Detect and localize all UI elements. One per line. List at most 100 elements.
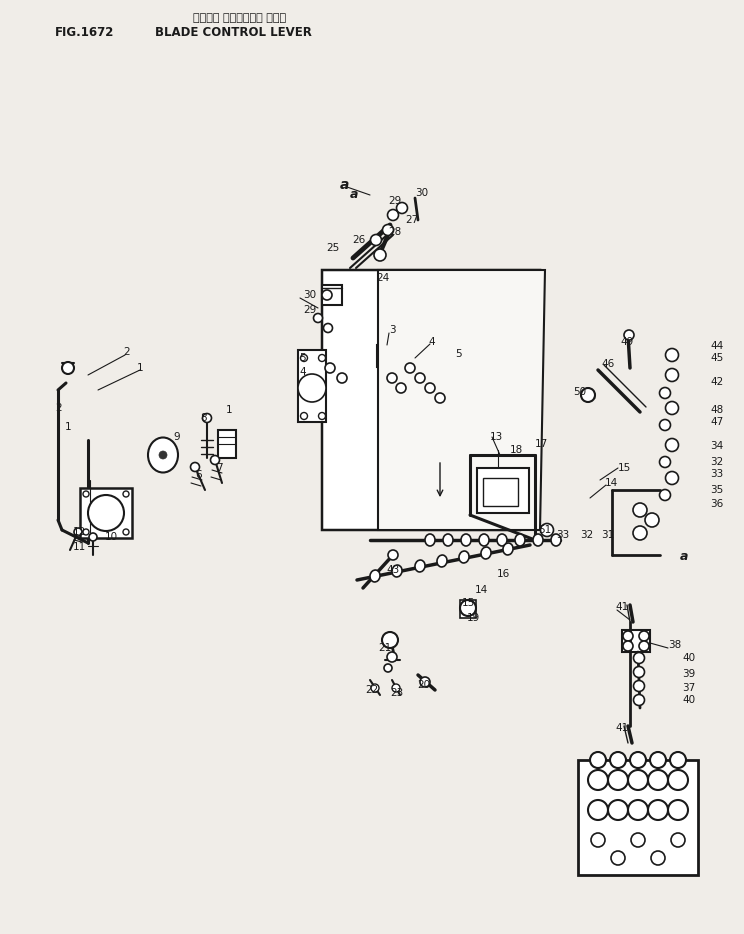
Circle shape (324, 323, 333, 333)
Circle shape (633, 681, 644, 691)
Circle shape (202, 414, 211, 422)
Text: 33: 33 (710, 469, 723, 479)
Bar (80, 488, 132, 538)
Text: 35: 35 (710, 485, 723, 495)
Circle shape (387, 652, 397, 662)
Circle shape (89, 533, 97, 541)
Circle shape (388, 550, 398, 560)
Circle shape (591, 833, 605, 847)
Text: 33: 33 (556, 530, 569, 540)
Circle shape (631, 833, 645, 847)
Ellipse shape (437, 555, 447, 567)
Bar (322, 285, 342, 305)
Ellipse shape (425, 534, 435, 546)
Text: 1: 1 (137, 363, 144, 373)
Text: 15: 15 (462, 598, 475, 608)
Circle shape (581, 388, 595, 402)
Circle shape (590, 752, 606, 768)
Ellipse shape (370, 570, 380, 582)
Text: 2: 2 (55, 403, 62, 413)
Text: 29: 29 (388, 196, 401, 206)
Circle shape (74, 528, 82, 536)
Circle shape (624, 330, 634, 340)
Text: 49: 49 (620, 337, 633, 347)
Circle shape (645, 513, 659, 527)
Text: 51: 51 (538, 525, 551, 535)
Text: 17: 17 (535, 439, 548, 449)
Circle shape (123, 491, 129, 497)
Text: 41: 41 (615, 723, 628, 733)
Circle shape (659, 419, 670, 431)
Ellipse shape (551, 534, 561, 546)
Circle shape (301, 355, 307, 361)
Circle shape (435, 393, 445, 403)
Ellipse shape (392, 565, 402, 577)
Text: a: a (680, 549, 688, 562)
Circle shape (159, 451, 167, 459)
Circle shape (318, 355, 325, 361)
Circle shape (610, 752, 626, 768)
Circle shape (659, 388, 670, 399)
Circle shape (405, 363, 415, 373)
Text: 21: 21 (378, 643, 391, 653)
Text: 4: 4 (299, 367, 306, 377)
Circle shape (628, 770, 648, 790)
Text: 3: 3 (389, 325, 396, 335)
Circle shape (659, 489, 670, 501)
Circle shape (397, 203, 408, 214)
Text: 46: 46 (601, 359, 615, 369)
Circle shape (633, 526, 647, 540)
Circle shape (628, 800, 648, 820)
Ellipse shape (481, 547, 491, 559)
Text: 40: 40 (682, 695, 695, 705)
Circle shape (298, 374, 326, 402)
Circle shape (211, 456, 219, 464)
Text: 36: 36 (710, 499, 723, 509)
Circle shape (371, 234, 382, 246)
Bar (622, 630, 650, 652)
Circle shape (420, 677, 430, 687)
Circle shape (318, 413, 325, 419)
Circle shape (83, 529, 89, 535)
Bar (477, 468, 529, 513)
Text: 1: 1 (226, 405, 233, 415)
Circle shape (540, 523, 554, 536)
Ellipse shape (515, 534, 525, 546)
Polygon shape (378, 270, 545, 530)
Circle shape (392, 684, 400, 692)
Ellipse shape (459, 551, 469, 563)
Circle shape (301, 413, 307, 419)
Circle shape (388, 209, 399, 220)
Text: 43: 43 (386, 565, 400, 575)
Bar (460, 600, 476, 618)
Circle shape (382, 224, 394, 235)
Bar (298, 350, 326, 422)
Circle shape (396, 383, 406, 393)
Text: 32: 32 (580, 530, 593, 540)
Text: 20: 20 (417, 680, 430, 690)
Text: 42: 42 (710, 377, 723, 387)
Polygon shape (322, 270, 540, 530)
Circle shape (648, 770, 668, 790)
Text: 19: 19 (467, 613, 480, 623)
Circle shape (425, 383, 435, 393)
Circle shape (322, 290, 332, 300)
Text: 23: 23 (390, 688, 403, 698)
Text: 45: 45 (710, 353, 723, 363)
Text: 9: 9 (173, 432, 179, 442)
Text: 27: 27 (405, 215, 418, 225)
Circle shape (665, 369, 679, 381)
Text: ブレード コントロール レバー: ブレード コントロール レバー (193, 13, 286, 23)
Circle shape (623, 641, 633, 651)
Circle shape (648, 800, 668, 820)
Ellipse shape (533, 534, 543, 546)
Ellipse shape (497, 534, 507, 546)
Circle shape (337, 373, 347, 383)
Text: 30: 30 (303, 290, 316, 300)
Text: 39: 39 (682, 669, 695, 679)
Text: a: a (339, 178, 349, 192)
Circle shape (665, 348, 679, 361)
Circle shape (123, 529, 129, 535)
Text: 5: 5 (455, 349, 461, 359)
Text: 1: 1 (65, 422, 71, 432)
